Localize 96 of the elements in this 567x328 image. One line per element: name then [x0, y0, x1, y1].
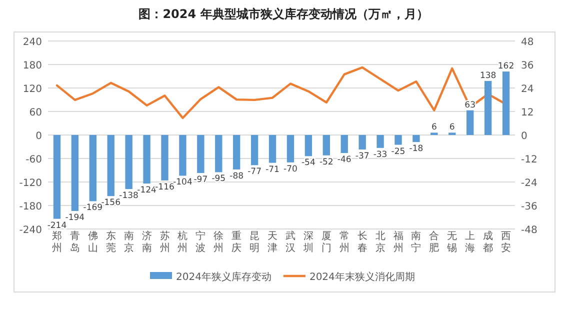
bar	[322, 135, 330, 156]
bar	[233, 135, 240, 170]
x-tick-label: 福州	[393, 230, 404, 254]
data-label: -156	[101, 198, 121, 208]
data-label: -77	[248, 167, 262, 178]
data-label: 162	[498, 62, 514, 72]
y-tick-label: 180	[22, 60, 42, 72]
bar	[358, 135, 366, 150]
y-tick-label: -120	[19, 178, 42, 189]
x-tick-label: 苏州	[160, 230, 170, 254]
bar	[250, 135, 258, 166]
y2-tick-label: 24	[521, 84, 534, 95]
x-tick-label: 南京	[124, 230, 134, 254]
data-label: -71	[266, 164, 280, 175]
bar	[107, 135, 114, 196]
bar	[125, 135, 132, 190]
bar	[71, 135, 79, 211]
x-tick-label: 西安	[501, 231, 512, 254]
data-label: -116	[155, 182, 174, 192]
y-tick-label: -60	[26, 154, 42, 166]
x-tick-label: 东莞	[106, 230, 116, 254]
y-tick-label: 60	[29, 108, 42, 118]
data-label: -33	[373, 150, 388, 160]
x-tick-label: 厦门	[321, 231, 332, 254]
data-label: -104	[173, 178, 192, 188]
bar	[179, 135, 186, 176]
y2-tick-label: 36	[521, 60, 534, 72]
x-tick-label: 上海	[465, 230, 476, 254]
x-tick-label: 常州	[339, 230, 350, 254]
chart-title: 图：2024 年典型城市狭义库存变动情况（万㎡，月）	[138, 7, 428, 21]
x-tick-label: 济南	[142, 230, 152, 254]
x-tick-label: 成都	[483, 230, 494, 254]
data-label: -54	[301, 158, 316, 168]
data-label: -97	[194, 174, 208, 185]
y2-tick-label: 48	[521, 37, 534, 48]
y-tick-label: -240	[19, 225, 42, 236]
bar	[394, 135, 402, 145]
x-tick-label: 徐州	[214, 230, 224, 254]
data-label: -70	[284, 164, 298, 174]
x-tick-label: 天津	[268, 231, 278, 254]
legend-label: 2024年末狭义消化周期	[309, 271, 415, 283]
data-label: -46	[337, 155, 352, 166]
x-tick-label: 昆明	[250, 231, 260, 254]
legend-label: 2024年狭义库存变动	[176, 271, 272, 283]
y-tick-label: 240	[22, 37, 42, 48]
data-label: 138	[480, 70, 496, 81]
data-label: -124	[137, 186, 156, 196]
bar	[502, 72, 510, 135]
data-label: 6	[449, 122, 455, 133]
bar	[197, 135, 204, 173]
y-tick-label: -180	[19, 202, 42, 212]
y2-tick-label: 0	[521, 131, 528, 142]
bar	[340, 135, 348, 154]
data-label: 6	[431, 122, 437, 133]
x-tick-label: 南宁	[411, 230, 422, 254]
bar	[484, 80, 492, 135]
bar	[143, 135, 150, 184]
y2-tick-label: -36	[521, 202, 538, 212]
bar	[466, 110, 474, 135]
x-tick-label: 青岛	[70, 230, 80, 254]
bar	[304, 135, 312, 156]
x-tick-label: 北京	[375, 230, 386, 254]
x-tick-label: 武汉	[285, 230, 296, 254]
data-label: -52	[319, 157, 334, 168]
x-tick-label: 宁波	[196, 230, 206, 254]
x-tick-label: 深圳	[302, 230, 314, 254]
y-tick-label: 120	[22, 84, 42, 95]
data-label: -194	[65, 212, 85, 223]
data-label: -138	[119, 191, 138, 202]
bar	[161, 135, 168, 180]
data-label: -18	[409, 144, 424, 154]
bar	[376, 135, 384, 148]
data-label: -88	[230, 171, 244, 182]
x-tick-label: 合肥	[429, 230, 440, 254]
bar	[53, 135, 61, 219]
y-tick-label: 0	[36, 131, 42, 142]
x-tick-label: 长春	[357, 230, 368, 254]
x-tick-label: 佛山	[88, 231, 98, 254]
x-tick-label: 杭州	[176, 230, 188, 254]
bar	[412, 135, 420, 142]
data-label: -169	[83, 203, 103, 214]
bar	[268, 135, 276, 163]
data-label: -37	[355, 151, 370, 162]
y2-tick-label: -12	[521, 154, 538, 166]
data-label: -95	[212, 174, 226, 184]
x-tick-label: 重庆	[232, 230, 242, 254]
data-label: -25	[391, 146, 406, 157]
x-tick-label: 郑州	[52, 230, 62, 254]
bar	[89, 135, 96, 202]
x-tick-label: 无锡	[446, 231, 458, 254]
y2-tick-label: -48	[521, 225, 538, 236]
bar	[215, 135, 222, 172]
y2-tick-label: 12	[521, 108, 534, 118]
bar	[286, 135, 294, 162]
data-label: -214	[47, 220, 67, 231]
y2-tick-label: -24	[521, 178, 538, 189]
